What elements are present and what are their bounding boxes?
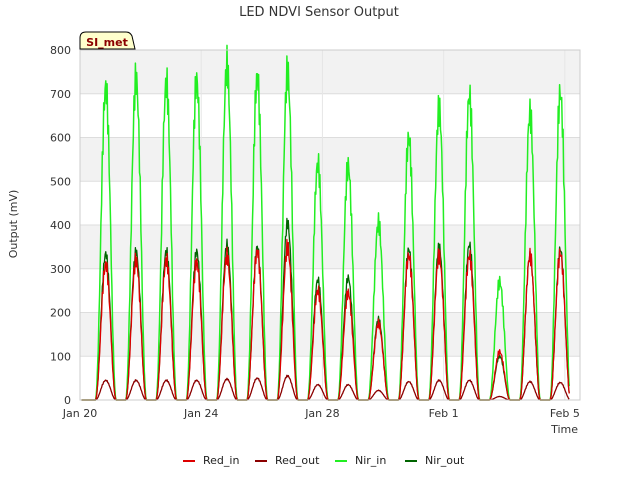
- plot-band: [80, 137, 580, 182]
- legend-item: Red_in: [183, 454, 239, 467]
- axes: [79, 49, 581, 401]
- chart-title: LED NDVI Sensor Output: [239, 5, 399, 20]
- plot-band: [80, 312, 580, 357]
- y-tick-labels: 0 100 200 300 400 500 600 700 800: [50, 44, 71, 407]
- x-tick-labels: Jan 20 Jan 24 Jan 28 Feb 1 Feb 5: [62, 407, 580, 420]
- y-tick-label: 300: [50, 263, 71, 276]
- legend-label: Red_in: [203, 454, 239, 467]
- y-tick-label: 800: [50, 44, 71, 57]
- y-tick-label: 700: [50, 88, 71, 101]
- plot-band: [80, 225, 580, 269]
- y-tick-label: 0: [64, 394, 71, 407]
- y-tick-label: 200: [50, 307, 71, 320]
- x-tick-label: Feb 5: [550, 407, 580, 420]
- legend: Red_in Red_out Nir_in Nir_out: [183, 454, 465, 467]
- y-axis-label: Output (mV): [7, 190, 20, 259]
- plot-border: [79, 49, 581, 401]
- legend-label: Red_out: [275, 454, 320, 467]
- legend-item: Red_out: [255, 454, 320, 467]
- y-tick-label: 100: [50, 350, 71, 363]
- y-tick-label: 400: [50, 219, 71, 232]
- si-met-badge: SI_met: [79, 31, 136, 50]
- legend-label: Nir_out: [425, 454, 465, 467]
- y-tick-label: 500: [50, 175, 71, 188]
- x-tick-label: Jan 28: [304, 407, 339, 420]
- badge-label: SI_met: [86, 36, 128, 49]
- y-tick-label: 600: [50, 132, 71, 145]
- plot-band: [80, 50, 580, 94]
- legend-label: Nir_in: [355, 454, 386, 467]
- badge-shape: [79, 31, 136, 50]
- x-tick-label: Feb 1: [429, 407, 459, 420]
- legend-item: Nir_out: [405, 454, 465, 467]
- legend-item: Nir_in: [335, 454, 386, 467]
- x-tick-label: Jan 24: [183, 407, 218, 420]
- x-axis-label: Time: [550, 423, 578, 436]
- x-tick-label: Jan 20: [62, 407, 97, 420]
